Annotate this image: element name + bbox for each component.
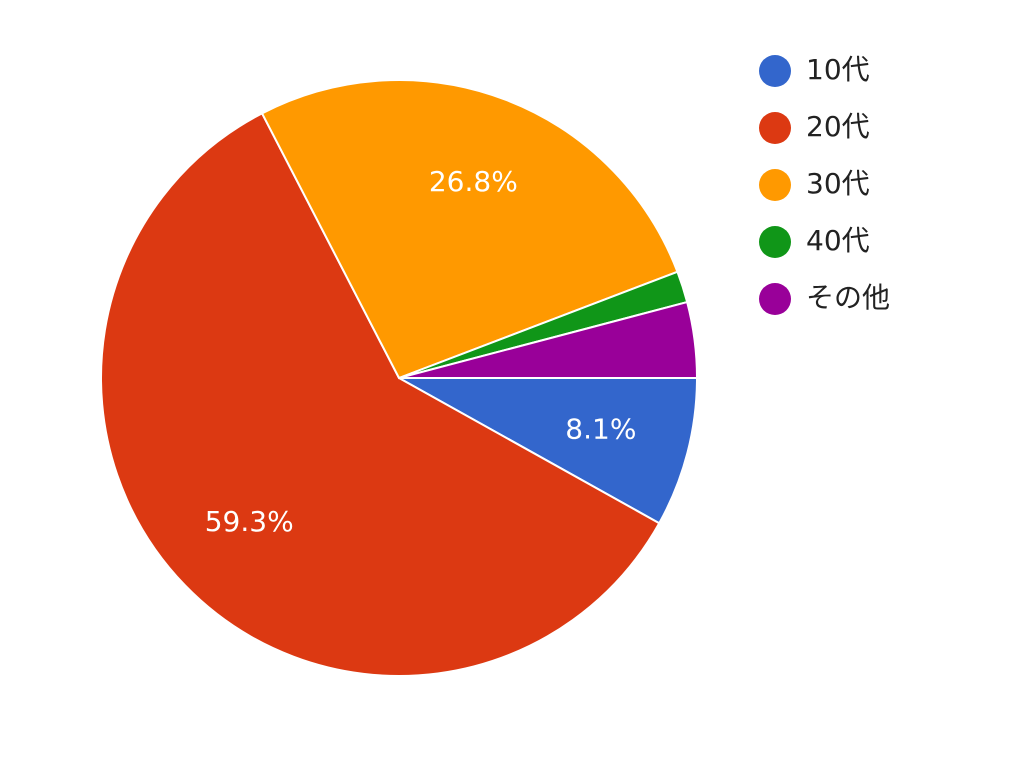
legend-swatch [759,226,791,258]
legend-label: その他 [806,281,890,314]
legend-label: 20代 [806,110,870,143]
pie-slice [395,377,699,525]
legend-label: 40代 [806,224,870,257]
legend-swatch [759,169,791,201]
data-label: 59.3% [205,505,294,538]
pie-slice [260,79,679,380]
pie-slice [398,300,699,379]
data-label: 26.8% [429,165,518,198]
legend-label: 30代 [806,167,870,200]
legend-swatch [759,55,791,87]
pie-slice [100,111,661,677]
legend-swatch [759,112,791,144]
legend-label: 10代 [806,53,870,86]
data-label: 8.1% [565,413,636,446]
legend-swatch [759,283,791,315]
